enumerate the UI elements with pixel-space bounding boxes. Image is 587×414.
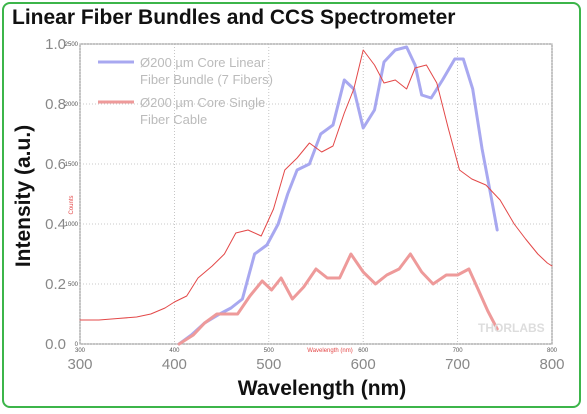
inner-x-tick-label: 600: [358, 348, 369, 354]
y-tick-label: 0.8: [45, 96, 66, 113]
inner-y-tick-label: 1500: [65, 162, 79, 168]
inner-xlabel: Wavelength (nm): [307, 348, 352, 354]
x-tick-label: 500: [256, 356, 281, 373]
inner-y-tick-label: 2000: [65, 102, 79, 108]
x-tick-label: 300: [67, 356, 92, 373]
inner-x-tick-label: 800: [547, 348, 558, 354]
y-tick-label: 0.2: [45, 276, 66, 293]
y-tick-label: 0.4: [45, 216, 66, 233]
y-axis-title: Intensity (a.u.): [12, 125, 35, 267]
tick-layer: 300 400 500 600 700 800 0.0 0.2 0.4 0.6 0.8 1.0 300 4…: [45, 36, 564, 373]
x-tick-label: 800: [539, 356, 564, 373]
legend-label-line: Fiber Bundle (7 Fibers): [140, 72, 273, 87]
legend-label-line: Fiber Cable: [140, 112, 207, 127]
inner-y-tick-label: 2500: [65, 42, 79, 48]
x-tick-label: 400: [162, 356, 187, 373]
series-layer: [79, 45, 553, 346]
inner-y-tick-label: 500: [68, 282, 79, 288]
legend-label-line: Ø200 µm Core Single: [140, 95, 265, 110]
inner-x-tick-label: 700: [453, 348, 464, 354]
inner-ylabel: Counts: [69, 195, 75, 214]
y-tick-label: 0.6: [45, 156, 66, 173]
series-line-3: [79, 49, 553, 321]
y-tick-label: 1.0: [45, 36, 66, 53]
inner-x-tick-label: 300: [75, 348, 86, 354]
y-tick-label: 0.0: [45, 336, 66, 353]
grid: [79, 43, 553, 345]
inner-x-tick-label: 400: [169, 348, 180, 354]
chart-title: Linear Fiber Bundles and CCS Spectromete…: [12, 6, 456, 29]
watermark: THORLABS: [478, 321, 545, 335]
x-tick-label: 700: [445, 356, 470, 373]
series-line-2: [177, 252, 499, 346]
inner-x-tick-label: 500: [264, 348, 275, 354]
x-axis-title: Wavelength (nm): [238, 377, 406, 400]
legend-label-line: Ø200 µm Core Linear: [140, 55, 266, 70]
x-tick-label: 600: [351, 356, 376, 373]
inner-y-tick-label: 0: [75, 342, 79, 348]
legend: Ø200 µm Core Linear Fiber Bundle (7 Fiber…: [98, 55, 273, 127]
inner-y-tick-label: 1000: [65, 222, 79, 228]
